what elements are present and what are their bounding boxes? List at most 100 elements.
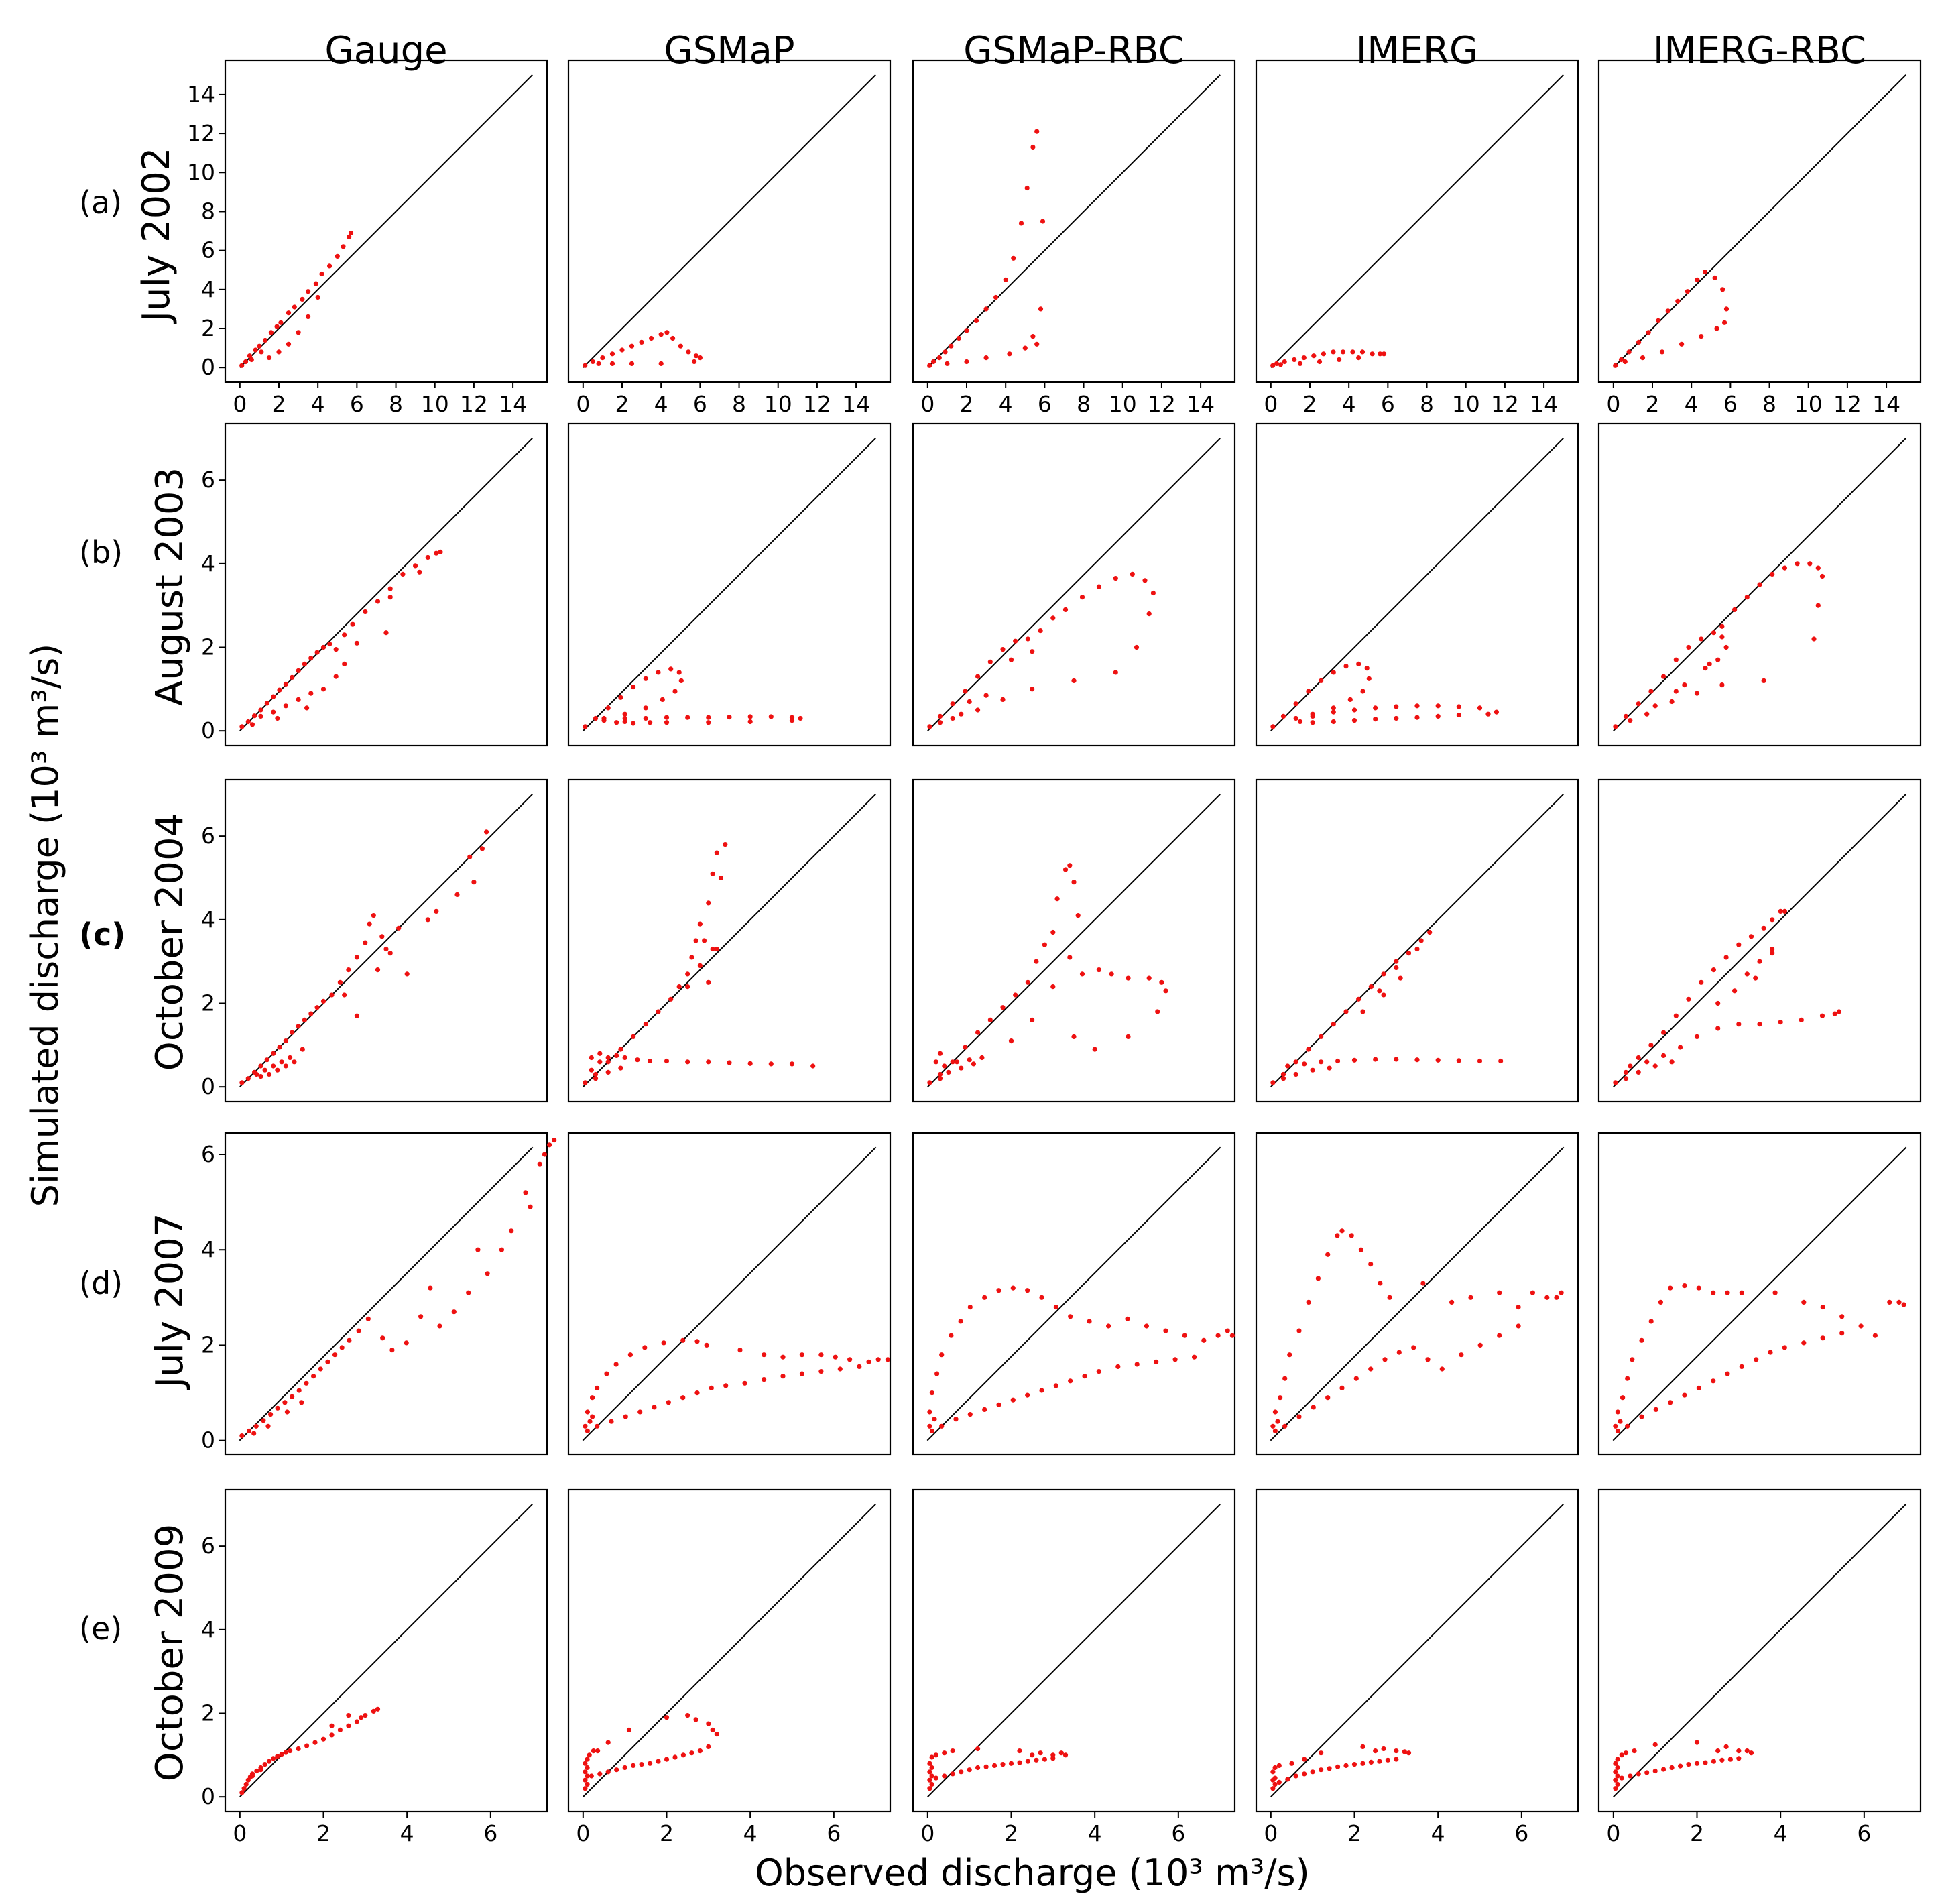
data-point xyxy=(1725,1371,1730,1376)
one-to-one-line xyxy=(1613,1504,1906,1797)
row-label-august-2003: August 2003 xyxy=(148,467,192,706)
data-point xyxy=(975,674,981,679)
data-point xyxy=(1668,1400,1673,1405)
data-point xyxy=(341,244,346,249)
data-point xyxy=(1394,959,1399,964)
data-point xyxy=(583,363,588,368)
data-point xyxy=(1351,718,1357,723)
panel-frame xyxy=(1597,1132,1922,1456)
data-point xyxy=(1618,357,1624,363)
data-point xyxy=(727,715,732,720)
data-point xyxy=(1669,1059,1675,1065)
data-point xyxy=(950,1771,955,1777)
data-point xyxy=(1394,1757,1399,1762)
data-point xyxy=(1042,1757,1047,1762)
x-axis-label: Observed discharge (10³ m³/s) xyxy=(755,1852,1310,1894)
data-point xyxy=(942,1750,947,1756)
data-point xyxy=(1340,349,1346,355)
data-point xyxy=(1682,682,1687,688)
panel-r4-imerg xyxy=(1255,1132,1579,1456)
data-point xyxy=(1311,1405,1316,1410)
panel-frame xyxy=(224,1132,548,1456)
data-point xyxy=(1636,701,1641,707)
data-point xyxy=(264,1057,269,1063)
x-tick-label: 10 xyxy=(764,391,792,417)
x-tick-label: 2 xyxy=(1004,1820,1018,1846)
data-point xyxy=(983,355,989,361)
data-point xyxy=(1736,1756,1742,1761)
data-point xyxy=(1628,1063,1633,1069)
data-point xyxy=(685,1059,690,1065)
data-point xyxy=(954,1059,960,1065)
data-point xyxy=(251,1431,257,1436)
data-point xyxy=(400,571,406,577)
data-point xyxy=(1668,1285,1673,1291)
data-point xyxy=(1343,1763,1349,1768)
data-point xyxy=(346,1713,351,1718)
data-point xyxy=(656,670,661,675)
data-point xyxy=(1719,634,1725,640)
data-point xyxy=(680,1752,686,1758)
data-point xyxy=(959,711,964,717)
data-point xyxy=(1134,1362,1140,1367)
y-tick-label: 6 xyxy=(201,467,215,493)
data-point xyxy=(664,1757,670,1762)
x-tick-label: 0 xyxy=(1606,391,1620,417)
data-point xyxy=(1613,1786,1618,1791)
data-point xyxy=(262,1762,267,1767)
row-tag-e: (e) xyxy=(79,1610,122,1647)
data-point xyxy=(1636,1069,1641,1075)
data-point xyxy=(1024,185,1030,191)
data-point xyxy=(1669,1765,1675,1771)
data-point xyxy=(1613,1761,1618,1766)
data-point xyxy=(375,967,381,973)
data-point xyxy=(1459,1352,1464,1358)
data-point xyxy=(1347,697,1353,702)
data-point xyxy=(308,656,314,661)
data-point xyxy=(975,1765,981,1771)
data-point xyxy=(332,1352,338,1358)
y-axis-label: Simulated discharge (10³ m³/s) xyxy=(24,644,66,1207)
data-point xyxy=(1736,942,1742,947)
data-point xyxy=(672,1754,678,1760)
data-point xyxy=(975,1030,981,1035)
x-tick-label: 4 xyxy=(311,391,325,417)
x-tick-label: 0 xyxy=(233,391,247,417)
data-point xyxy=(1753,975,1758,981)
data-point xyxy=(1000,697,1006,702)
data-point xyxy=(367,921,372,927)
data-point xyxy=(1319,678,1324,684)
data-point xyxy=(1008,1761,1014,1766)
data-point xyxy=(335,253,340,259)
row-label-october-2009: October 2009 xyxy=(148,1524,192,1781)
data-point xyxy=(975,707,981,713)
data-point xyxy=(1439,1366,1445,1372)
data-point xyxy=(1018,221,1024,226)
data-point xyxy=(1134,644,1140,650)
data-point xyxy=(595,1748,601,1754)
data-point xyxy=(680,1395,686,1401)
data-point xyxy=(1163,988,1168,994)
data-point xyxy=(279,1059,284,1065)
data-point xyxy=(1382,1357,1388,1362)
data-point xyxy=(704,1342,709,1348)
data-point xyxy=(275,1067,280,1073)
data-point xyxy=(1030,687,1035,692)
x-tick-label: 14 xyxy=(1187,391,1215,417)
data-point xyxy=(1394,704,1399,709)
data-point xyxy=(934,1371,940,1376)
data-point xyxy=(1744,971,1750,977)
data-point xyxy=(296,1024,301,1029)
data-point xyxy=(1339,1385,1345,1390)
data-point xyxy=(1732,607,1738,613)
data-point xyxy=(1331,1022,1336,1027)
data-point xyxy=(583,1080,588,1085)
data-point xyxy=(1757,1022,1762,1027)
data-point xyxy=(706,1744,711,1749)
data-point xyxy=(1682,1283,1687,1289)
y-tick-label: 4 xyxy=(201,1236,215,1262)
data-point xyxy=(609,351,615,357)
one-to-one-line xyxy=(583,794,876,1087)
data-point xyxy=(284,1409,290,1415)
panel-frame xyxy=(912,422,1236,747)
